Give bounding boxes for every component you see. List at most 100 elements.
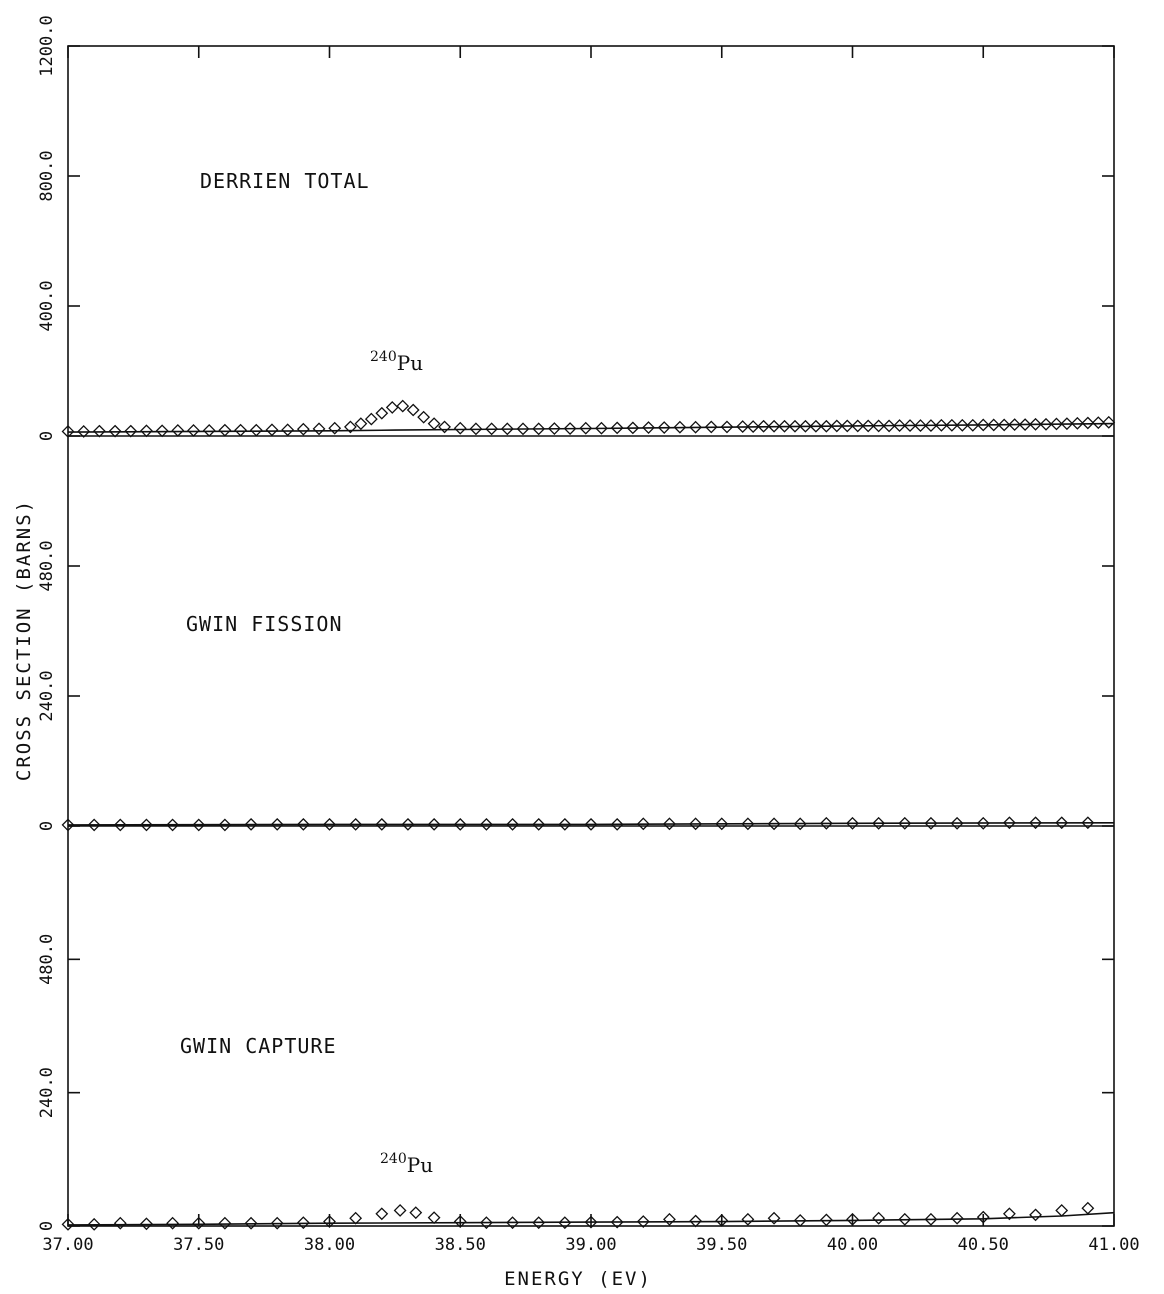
data-point-capture	[409, 1206, 423, 1220]
y-tick-label: 1200.0	[37, 15, 57, 76]
x-tick-label: 37.00	[42, 1235, 93, 1255]
panel-capture: GWIN CAPTURE 240Pu 0 240.0 480.0	[37, 934, 1115, 1231]
data-point-total	[840, 419, 854, 433]
data-point-total	[997, 418, 1011, 432]
data-point-total	[746, 420, 760, 433]
data-point-capture	[584, 1215, 598, 1229]
data-point-total	[1050, 417, 1063, 431]
panel-title-capture: GWIN CAPTURE	[180, 1034, 337, 1058]
data-point-fission	[636, 817, 650, 831]
data-point-capture	[166, 1216, 180, 1230]
data-point-fission	[610, 817, 624, 831]
data-point-total	[427, 417, 441, 431]
data-point-capture	[532, 1216, 546, 1230]
data-point-capture	[296, 1216, 310, 1230]
data-point-total	[851, 419, 865, 433]
data-point-fission	[898, 816, 912, 830]
data-point-fission	[140, 818, 153, 832]
data-point-fission	[1002, 816, 1016, 830]
data-point-capture	[140, 1217, 153, 1231]
y-axis-title: CROSS SECTION (BARNS)	[13, 499, 35, 781]
x-tick-label: 40.50	[958, 1235, 1009, 1255]
data-point-capture	[636, 1215, 650, 1228]
data-point-fission	[349, 817, 363, 831]
data-point-total	[108, 424, 122, 438]
data-point-total	[872, 419, 886, 433]
data-point-capture	[244, 1216, 258, 1230]
data-point-capture	[87, 1217, 101, 1231]
y-tick-label: 480.0	[37, 934, 57, 985]
data-point-total	[406, 403, 420, 417]
data-point-fission	[453, 817, 467, 831]
data-point-total	[1060, 417, 1074, 431]
data-point-total	[903, 419, 917, 433]
data-point-total	[924, 419, 938, 433]
data-point-fission	[793, 817, 807, 831]
data-point-total	[1102, 415, 1116, 429]
data-point-total	[1091, 416, 1105, 430]
data-point-total	[500, 422, 514, 436]
data-point-capture	[898, 1212, 912, 1226]
panel-title-fission: GWIN FISSION	[186, 612, 343, 636]
x-tick-label: 38.00	[304, 1235, 355, 1255]
x-axis-title: ENERGY (EV)	[504, 1268, 652, 1290]
panel-fission: GWIN FISSION 0 240.0 480.0	[37, 540, 1115, 832]
fit-curve-fission	[67, 822, 1115, 826]
data-point-total	[328, 421, 342, 435]
y-tick-label: 240.0	[37, 670, 57, 721]
data-point-capture	[558, 1216, 572, 1230]
x-tick-label: 38.50	[435, 1235, 486, 1255]
data-point-total	[77, 425, 91, 438]
data-point-total	[819, 419, 833, 433]
data-point-capture	[61, 1217, 75, 1231]
data-point-capture	[950, 1211, 964, 1225]
data-point-total	[124, 424, 138, 438]
data-point-capture	[113, 1216, 127, 1230]
data-point-total	[955, 418, 969, 432]
data-point-fission	[741, 817, 755, 831]
data-point-total	[385, 400, 399, 414]
data-point-total	[757, 419, 771, 433]
y-tick-label: 400.0	[37, 280, 57, 331]
data-point-total	[202, 424, 216, 437]
data-point-capture	[375, 1207, 389, 1221]
data-point-fission	[1029, 816, 1042, 830]
data-point-total	[171, 424, 185, 437]
data-point-capture	[479, 1216, 493, 1230]
data-point-total	[234, 423, 248, 437]
data-point-fission	[689, 817, 703, 831]
x-tick-label: 41.00	[1088, 1235, 1139, 1255]
data-point-capture	[453, 1215, 467, 1228]
data-point-fission	[270, 817, 284, 831]
data-point-total	[934, 418, 948, 432]
data-point-total	[657, 421, 671, 434]
data-point-total	[579, 421, 593, 435]
data-point-total	[1081, 416, 1095, 430]
y-tick-label: 0	[37, 431, 57, 441]
x-tick-label: 37.50	[173, 1235, 224, 1255]
data-point-total	[595, 421, 608, 435]
y-tick-label: 480.0	[37, 540, 57, 591]
data-point-total	[354, 417, 368, 431]
data-point-fission	[427, 817, 441, 831]
data-point-total	[778, 419, 791, 433]
data-point-fission	[767, 817, 781, 831]
data-point-total	[704, 420, 718, 434]
data-point-total	[767, 419, 781, 433]
data-point-capture	[393, 1204, 407, 1217]
data-point-capture	[270, 1216, 284, 1230]
data-point-fission	[846, 816, 859, 830]
data-point-total	[417, 410, 431, 424]
data-point-total	[673, 420, 687, 434]
data-point-capture	[663, 1212, 676, 1226]
y-tick-label: 240.0	[37, 1067, 57, 1118]
data-point-fission	[244, 817, 258, 831]
data-point-total	[945, 418, 959, 432]
data-point-total	[547, 422, 561, 435]
isotope-label-total: 240Pu	[370, 349, 423, 375]
fit-curve-total	[67, 422, 1115, 433]
data-point-fission	[401, 817, 415, 831]
data-point-total	[249, 423, 263, 437]
y-tick-label: 800.0	[37, 150, 57, 201]
data-point-capture	[767, 1211, 781, 1225]
